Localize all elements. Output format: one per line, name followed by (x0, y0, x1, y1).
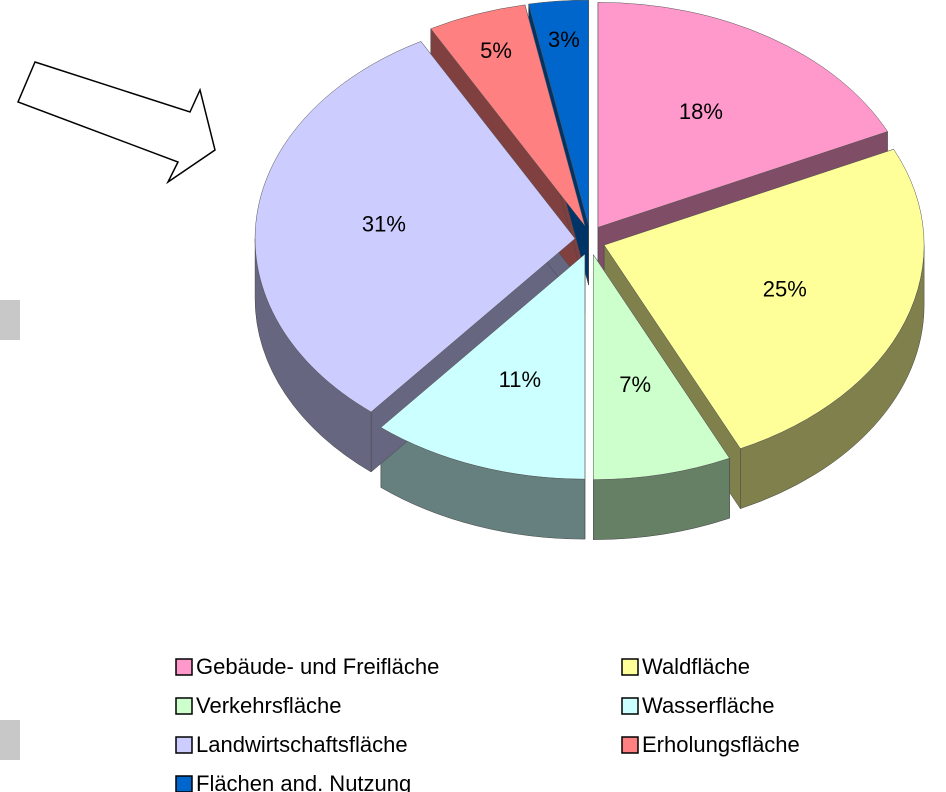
legend-label: Wasserfläche (642, 693, 774, 718)
side-marker (0, 720, 20, 760)
legend-swatch (175, 658, 193, 676)
data-label: 18% (679, 99, 723, 124)
legend-swatch (175, 736, 193, 754)
pie-tops (254, 0, 925, 480)
legend-label: Gebäude- und Freifläche (196, 654, 439, 679)
legend-swatch (175, 697, 193, 715)
slice (380, 253, 586, 480)
legend: Gebäude- und Freifläche Waldfläche Verkehr… (175, 654, 800, 792)
arrow (17, 61, 216, 185)
pie-labels: 18% 25% 7% 11% 31% 5% 3% (362, 27, 807, 397)
legend-swatch (621, 658, 639, 676)
legend-label: Waldfläche (642, 654, 750, 679)
slice (528, 0, 589, 226)
data-label: 11% (499, 367, 541, 392)
data-label: 25% (763, 277, 807, 302)
legend-label: Landwirtschaftsfläche (196, 732, 408, 757)
legend-label: Erholungsfläche (642, 732, 800, 757)
data-label: 7% (619, 372, 651, 397)
data-label: 31% (362, 212, 406, 237)
data-label: 3% (548, 27, 580, 52)
side-marker (0, 300, 20, 340)
legend-swatch (175, 775, 193, 792)
slice (430, 4, 586, 227)
legend-swatch (621, 697, 639, 715)
slice (593, 253, 730, 480)
legend-swatch (621, 736, 639, 754)
data-label: 5% (480, 38, 512, 63)
legend-label: Verkehrsfläche (196, 693, 342, 718)
slice (597, 2, 888, 228)
legend-label: Flächen and. Nutzung (196, 771, 411, 792)
slice (254, 41, 576, 413)
slice (603, 148, 925, 449)
